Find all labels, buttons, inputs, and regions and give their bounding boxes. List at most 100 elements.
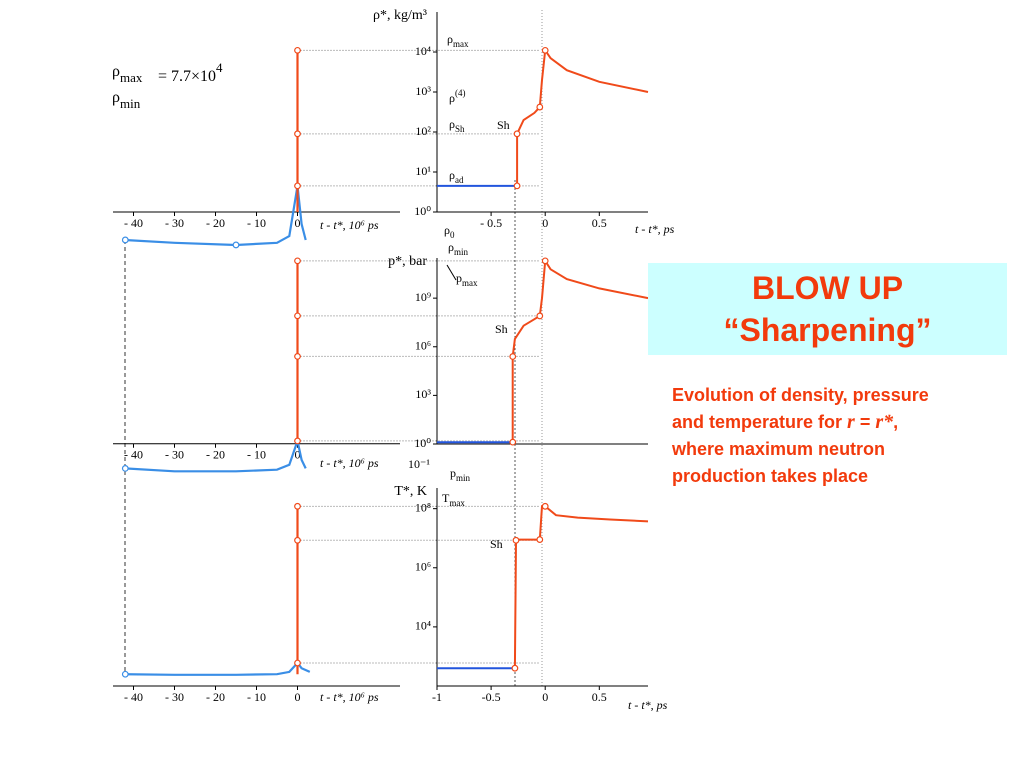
annotation-part: (4)	[455, 88, 466, 98]
y-tick-label: 10⁹	[415, 290, 431, 304]
x-tick-label: - 40	[124, 448, 143, 462]
x-tick-label: - 10	[247, 690, 266, 704]
x-tick-label: 0	[542, 690, 548, 704]
headline: BLOW UP	[751, 270, 904, 306]
description-text: ,	[893, 412, 899, 432]
y-tick-label: 10⁸	[415, 500, 431, 514]
y-tick-label: 10⁰	[414, 204, 431, 218]
annotation: Sh	[497, 118, 510, 132]
annotation-part: max	[449, 498, 465, 508]
annotation-part: ad	[455, 175, 464, 185]
y-tick-label: 10⁴	[415, 619, 431, 633]
x-axis-label: t - t*, ps	[628, 698, 668, 712]
annotation: ρmin	[112, 89, 141, 112]
headline-box: BLOW UP “Sharpening”	[648, 263, 1007, 355]
description-line: production takes place	[672, 463, 1012, 490]
annotation: pmin	[450, 466, 471, 483]
annotation: ρmax	[447, 32, 469, 49]
x-tick-label: 0.5	[592, 690, 607, 704]
series-line	[125, 185, 307, 247]
annotation: ρ(4)	[449, 88, 466, 105]
x-axis-label: t - t*, 10⁶ ps	[320, 690, 379, 704]
x-tick-label: - 0.5	[480, 216, 502, 230]
x-tick-label: - 10	[247, 216, 266, 230]
annotation: 10⁻¹	[408, 457, 430, 471]
annotation-part: T	[442, 491, 450, 505]
marker	[294, 502, 301, 510]
y-tick-label: 10⁶	[415, 339, 431, 353]
annotation-part: ρ	[449, 117, 455, 131]
annotation-part: min	[454, 247, 469, 257]
description-line: and temperature for r = r*,	[672, 409, 1012, 436]
annotation: Sh	[490, 537, 503, 551]
x-tick-label: 0	[295, 690, 301, 704]
x-tick-label: -1	[432, 690, 442, 704]
marker	[513, 182, 521, 190]
annotation-part: max	[453, 39, 469, 49]
x-tick-label: - 20	[206, 690, 225, 704]
y-axis-label: ρ*, kg/m³	[373, 8, 427, 23]
description-text: production takes place	[672, 466, 869, 486]
description-text: where maximum neutron	[672, 439, 886, 459]
annotation-part: ρ	[444, 223, 450, 237]
x-tick-label: 0	[295, 448, 301, 462]
annotation-part: max	[120, 70, 143, 85]
annotation-part: Sh	[497, 118, 510, 132]
y-tick-label: 10³	[415, 387, 431, 401]
marker	[509, 438, 517, 446]
series-line	[516, 47, 649, 186]
annotation-part: max	[462, 278, 478, 288]
annotation: = 7.7×104	[158, 60, 223, 84]
marker	[232, 241, 240, 249]
y-axis-label: p*, bar	[388, 254, 427, 269]
description-line: where maximum neutron	[672, 436, 1012, 463]
annotation-part: p	[450, 466, 456, 480]
y-tick-label: 10²	[415, 124, 431, 138]
x-tick-label: - 30	[165, 448, 184, 462]
x-tick-label: 0	[542, 216, 548, 230]
description-text: r*	[875, 411, 894, 433]
annotation-part: ρ	[112, 63, 120, 80]
annotation: ρmin	[448, 240, 469, 257]
marker	[536, 312, 544, 320]
marker	[294, 437, 301, 445]
marker	[294, 312, 301, 320]
description-text: and temperature for	[672, 412, 848, 432]
y-tick-label: 10⁶	[415, 560, 431, 574]
marker	[536, 103, 544, 111]
headline: “Sharpening”	[723, 312, 932, 348]
marker	[511, 664, 519, 672]
annotation: Tmax	[442, 491, 465, 508]
y-axis-label: T*, K	[394, 484, 427, 499]
marker	[294, 257, 301, 265]
x-axis-label: t - t*, 10⁶ ps	[320, 218, 379, 232]
marker	[541, 502, 549, 510]
annotation-part: p	[456, 271, 462, 285]
marker	[513, 130, 521, 138]
marker	[509, 353, 517, 360]
annotation-part: min	[120, 96, 141, 111]
y-tick-label: 10¹	[415, 164, 431, 178]
annotation-part: 10⁻¹	[408, 457, 430, 471]
annotation-part: Sh	[455, 124, 465, 134]
description-text: =	[854, 412, 876, 432]
marker	[121, 465, 129, 472]
pointer	[446, 264, 457, 281]
annotation-part: min	[456, 473, 471, 483]
x-tick-label: 0	[295, 216, 301, 230]
series-line	[125, 661, 311, 676]
x-tick-label: - 30	[165, 216, 184, 230]
annotation: ρad	[449, 168, 464, 185]
annotation: ρ0	[444, 223, 455, 240]
annotation: Sh	[495, 322, 508, 336]
annotation-part: ρ	[449, 168, 455, 182]
x-tick-label: -0.5	[482, 690, 501, 704]
x-tick-label: - 40	[124, 690, 143, 704]
series-line	[513, 505, 649, 669]
series-line	[125, 436, 307, 473]
marker	[536, 536, 544, 543]
x-tick-label: - 20	[206, 216, 225, 230]
marker	[294, 130, 301, 138]
